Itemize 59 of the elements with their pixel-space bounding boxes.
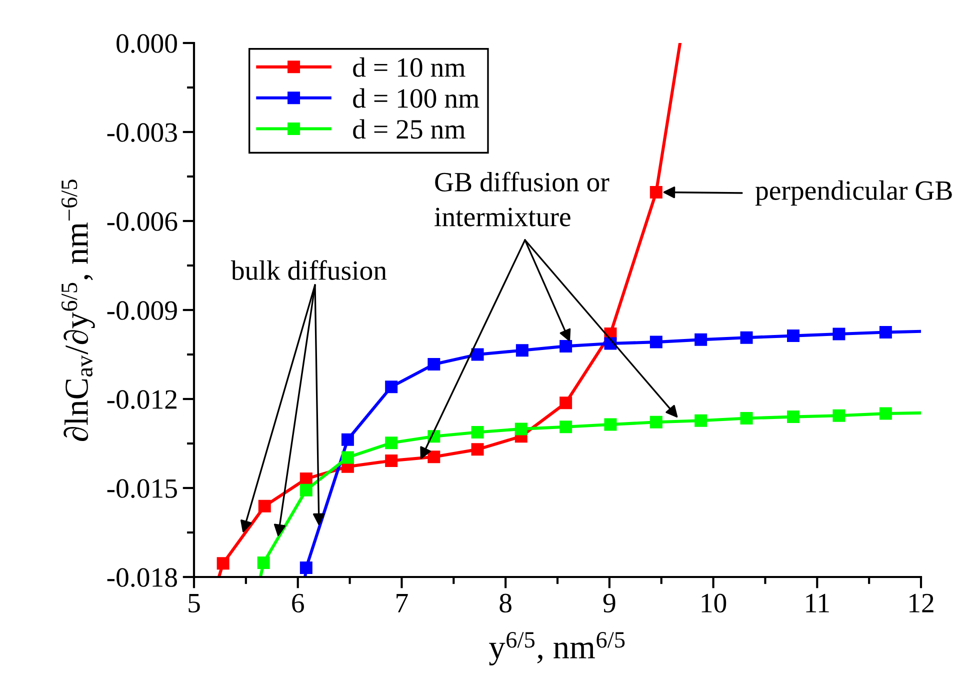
- y-tick-label: -0.009: [107, 301, 177, 320]
- x-tick-label: 7: [396, 594, 408, 612]
- point: [560, 340, 572, 352]
- y-tick-label: -0.006: [107, 212, 178, 232]
- y-tick-label: -0.015: [107, 479, 177, 498]
- point: [787, 410, 800, 424]
- point: [740, 412, 753, 425]
- point: [832, 328, 846, 340]
- point: [650, 336, 662, 348]
- point: [471, 348, 484, 361]
- x-tick-label: 6: [292, 594, 304, 613]
- point: [650, 416, 662, 428]
- point: [385, 454, 398, 467]
- point: [300, 472, 312, 486]
- point: [385, 436, 398, 450]
- point: [694, 333, 708, 346]
- y-tick-label: -0.018: [107, 568, 177, 588]
- point: [471, 443, 484, 456]
- point: [604, 418, 617, 431]
- point: [560, 396, 572, 410]
- point: [560, 420, 572, 434]
- point: [879, 326, 892, 338]
- y-tick-label: 0.000: [116, 34, 177, 54]
- point: [341, 451, 354, 464]
- point: [300, 562, 312, 574]
- point: [257, 556, 270, 570]
- point: [694, 414, 708, 427]
- annotation: perpendicular GB: [755, 180, 952, 206]
- point: [514, 422, 528, 436]
- point: [385, 380, 398, 394]
- annotation: bulk diffusion: [230, 260, 387, 280]
- point: [428, 450, 440, 464]
- point: [216, 557, 230, 570]
- x-tick-label: 8: [500, 594, 512, 613]
- point: [787, 330, 800, 342]
- point: [258, 500, 271, 512]
- point: [341, 433, 354, 446]
- point: [650, 186, 662, 198]
- x-tick-label: 11: [806, 594, 829, 612]
- x-tick-label: 10: [702, 594, 726, 613]
- x-tick-label: 5: [188, 594, 200, 613]
- point: [879, 407, 892, 420]
- x-tick-label: 12: [910, 594, 934, 612]
- y-axis-title: ∂lnC$_{av}$/∂y$^{6/5}$, nm$^{−6/5}$: [62, 180, 95, 442]
- annotation: GB diffusion or intermixture: [434, 172, 610, 226]
- point: [516, 344, 528, 357]
- point: [832, 409, 846, 422]
- point: [740, 331, 753, 344]
- point: [428, 358, 440, 371]
- x-axis-title: y$^{6/5}$, nm$^{6/5}$: [489, 632, 625, 666]
- point: [471, 426, 484, 438]
- y-tick-label: -0.003: [107, 123, 177, 142]
- legend-label: d = 100 nm: [353, 88, 480, 108]
- line-series: [216, 43, 682, 577]
- point: [300, 484, 312, 496]
- y-tick-label: -0.012: [107, 390, 176, 410]
- legend-label: d = 25 nm: [353, 119, 466, 139]
- legend-label: d = 10 nm: [353, 57, 466, 77]
- x-tick-label: 9: [603, 594, 616, 613]
